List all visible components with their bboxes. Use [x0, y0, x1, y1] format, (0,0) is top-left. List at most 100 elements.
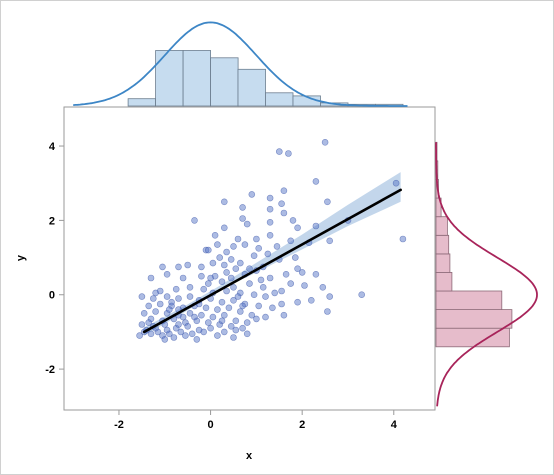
y-histogram-bar — [435, 290, 503, 311]
data-point — [287, 280, 295, 287]
data-point — [324, 308, 331, 315]
data-point — [239, 324, 246, 332]
data-point — [301, 282, 308, 289]
data-point — [145, 319, 152, 326]
data-point — [172, 285, 180, 293]
data-point — [221, 198, 228, 206]
x-histogram-bar — [127, 98, 157, 107]
data-point — [280, 311, 288, 319]
data-point — [179, 313, 187, 321]
plot-area — [63, 106, 436, 411]
data-point — [278, 287, 285, 295]
data-point — [211, 232, 219, 239]
data-point — [152, 308, 159, 315]
data-point — [152, 289, 159, 297]
y-histogram-bar — [435, 216, 448, 236]
data-point — [223, 269, 230, 276]
data-point — [136, 332, 143, 339]
data-point — [163, 270, 171, 278]
data-point — [221, 261, 228, 269]
data-point — [209, 259, 217, 267]
data-point — [266, 194, 274, 202]
data-point — [262, 313, 269, 321]
data-point — [225, 304, 233, 312]
data-point — [287, 237, 295, 245]
data-point — [198, 272, 205, 280]
confidence-band-layer — [144, 172, 401, 336]
data-point — [285, 150, 292, 157]
data-point — [326, 237, 334, 245]
data-point — [239, 215, 246, 222]
data-point — [184, 322, 191, 330]
data-point — [218, 278, 226, 286]
data-point — [319, 283, 327, 291]
data-point — [207, 274, 214, 282]
x-histogram-bar — [155, 50, 184, 107]
data-point — [218, 317, 226, 325]
data-point — [140, 309, 148, 317]
data-point — [266, 232, 274, 239]
data-point — [280, 209, 288, 217]
data-point — [253, 235, 260, 243]
data-point — [184, 261, 191, 269]
data-point — [241, 241, 249, 248]
y-tick-label: 4 — [49, 141, 56, 153]
data-point — [232, 326, 240, 334]
data-point — [163, 293, 171, 300]
data-point — [227, 256, 235, 263]
data-point — [175, 263, 182, 271]
data-point — [255, 245, 263, 252]
data-point — [145, 302, 152, 310]
x-marginal-histogram — [73, 21, 408, 107]
data-point — [278, 300, 285, 308]
x-histogram-bar — [182, 50, 212, 107]
data-point — [191, 313, 198, 321]
data-point — [250, 291, 258, 299]
y-histogram-bar — [435, 253, 451, 273]
data-point — [399, 235, 407, 243]
confidence-band — [144, 172, 401, 336]
data-point — [253, 315, 260, 323]
data-point — [175, 295, 182, 302]
data-point — [223, 287, 230, 295]
data-point — [266, 274, 274, 282]
data-point — [250, 252, 258, 259]
data-point — [280, 187, 288, 194]
data-point — [138, 293, 146, 300]
data-point — [294, 265, 301, 273]
data-point — [200, 328, 207, 336]
data-point — [230, 296, 237, 304]
y-histogram-bar — [435, 309, 513, 329]
data-point — [170, 334, 178, 341]
data-point — [269, 304, 276, 312]
data-point — [271, 289, 279, 297]
data-point — [237, 308, 244, 315]
data-point — [358, 291, 366, 299]
data-point — [255, 302, 263, 310]
data-point — [202, 304, 210, 312]
data-point — [298, 269, 306, 276]
data-point — [243, 330, 251, 338]
y-density-curve — [435, 142, 538, 407]
data-point — [205, 319, 212, 326]
data-point — [243, 220, 251, 228]
data-point — [223, 248, 230, 256]
data-point — [159, 263, 166, 271]
data-point — [198, 311, 205, 319]
data-point — [266, 219, 274, 226]
data-point — [221, 224, 228, 232]
data-point — [138, 321, 146, 328]
data-point — [248, 191, 256, 198]
data-point — [221, 311, 228, 319]
data-point — [291, 254, 299, 261]
data-point — [205, 246, 212, 254]
data-point — [179, 274, 187, 282]
data-point — [147, 274, 155, 282]
data-point — [234, 235, 242, 243]
x-tick-label: 0 — [208, 419, 214, 431]
data-point — [186, 283, 194, 291]
data-point — [186, 293, 194, 300]
data-point — [188, 330, 196, 338]
data-point — [191, 217, 198, 224]
